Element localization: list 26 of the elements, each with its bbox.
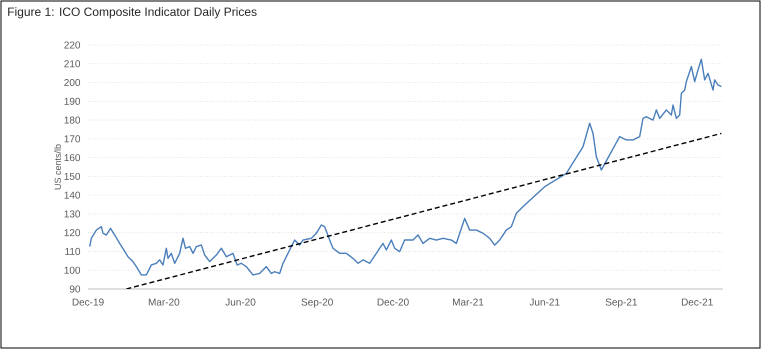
y-tick-label: 220: [64, 41, 80, 49]
x-tick-label: Sep-21: [606, 298, 637, 308]
x-tick-label: Dec-21: [682, 298, 713, 306]
y-tick-label: 120: [64, 229, 80, 236]
x-tick-label: Jun-20: [225, 298, 256, 306]
y-tick-label: 110: [65, 248, 80, 255]
y-tick-label: 180: [64, 116, 80, 124]
y-tick-label: 130: [64, 210, 80, 218]
x-tick-label: Sep-20: [302, 298, 333, 308]
x-tick-label: Dec-19: [72, 298, 104, 306]
x-tick-label: Mar-21: [453, 298, 484, 306]
y-tick-label: 100: [64, 266, 80, 274]
x-tick-label: Dec-20: [378, 298, 409, 306]
y-axis-title: US cents/lb: [54, 144, 61, 190]
y-tick-label: 190: [64, 98, 80, 105]
y-tick-label: 140: [64, 192, 80, 199]
line-series: [88, 58, 722, 276]
y-tick-label: 90: [70, 285, 80, 293]
y-tick-label: 160: [64, 154, 80, 162]
y-tick-label: 210: [64, 60, 80, 68]
y-tick-label: 200: [64, 78, 80, 86]
y-tick-label: 170: [64, 135, 80, 142]
x-tick-label: Mar-20: [148, 298, 180, 306]
chart-title: Figure 1: ICO Composite Indicator Daily Prices: [8, 7, 257, 18]
x-tick-label: Jun-21: [530, 298, 560, 306]
y-tick-label: 150: [64, 172, 80, 180]
